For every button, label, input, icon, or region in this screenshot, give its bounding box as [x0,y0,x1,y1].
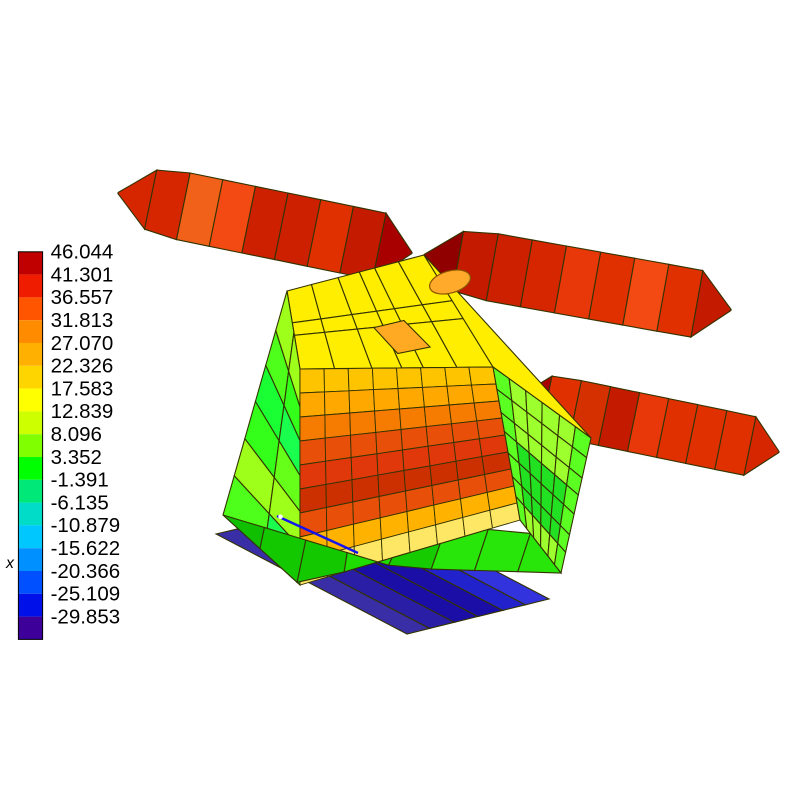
svg-text:-15.622: -15.622 [51,537,121,560]
svg-text:3.352: 3.352 [51,446,102,469]
svg-text:-29.853: -29.853 [51,605,121,628]
svg-text:27.070: 27.070 [51,332,114,355]
svg-text:-25.109: -25.109 [51,583,121,606]
svg-text:-1.391: -1.391 [51,469,109,492]
svg-text:36.557: 36.557 [51,286,114,309]
svg-text:17.583: 17.583 [51,377,114,400]
svg-text:-10.879: -10.879 [51,514,121,537]
svg-text:46.044: 46.044 [51,241,114,264]
svg-text:12.839: 12.839 [51,400,114,423]
svg-text:31.813: 31.813 [51,309,114,332]
svg-text:-20.366: -20.366 [51,560,121,583]
svg-text:41.301: 41.301 [51,263,114,286]
svg-text:x: x [5,555,15,572]
svg-text:22.326: 22.326 [51,355,114,378]
svg-text:8.096: 8.096 [51,423,102,446]
svg-text:-6.135: -6.135 [51,491,109,514]
